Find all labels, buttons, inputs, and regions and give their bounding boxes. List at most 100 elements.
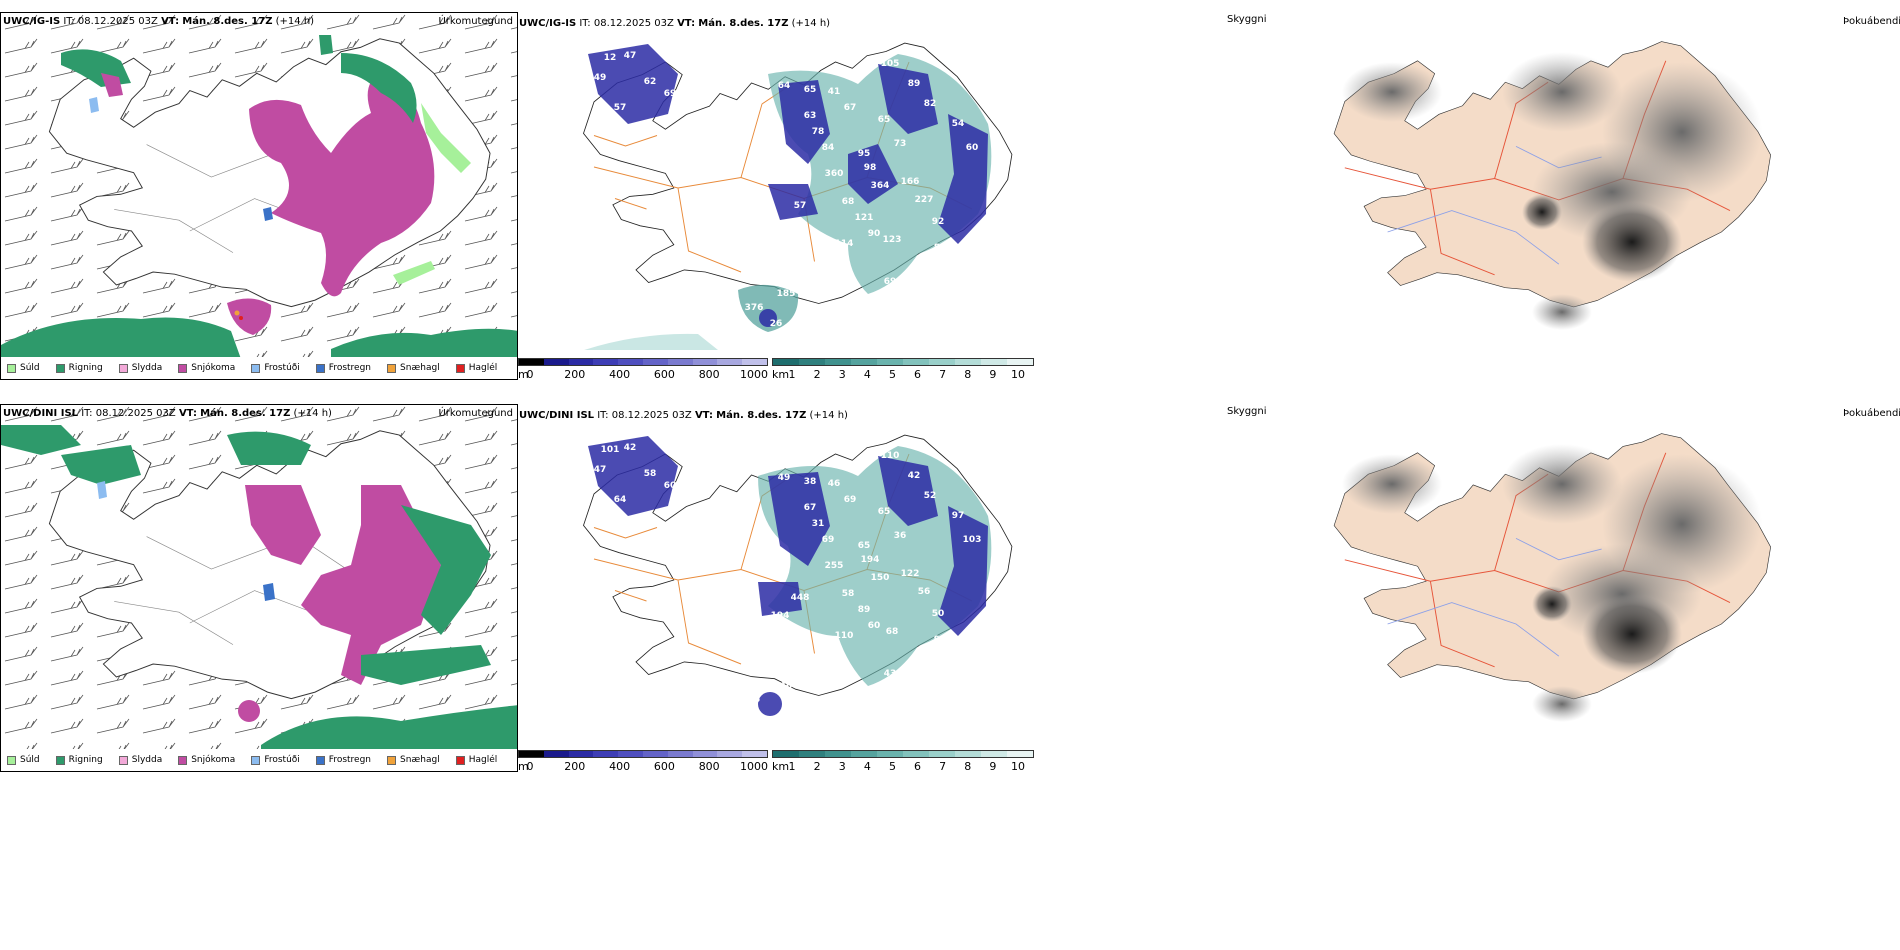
- header-top-precip: UWC/IG-IS IT: 08.12.2025 03Z VT: Mán. 8.…: [3, 16, 314, 27]
- rain-area: [319, 35, 333, 55]
- cloudbase-unit: m: [518, 368, 529, 380]
- legend-label: Snjókoma: [191, 755, 236, 765]
- cloudbase-tick-label: 200: [564, 368, 586, 380]
- cloudbase-color-step: [593, 359, 619, 365]
- cloud-base-value: 26: [770, 319, 783, 329]
- low-cloud-area: [778, 80, 830, 164]
- cloudbase-tick-label: 0: [526, 760, 534, 772]
- header-bottom-precip: UWC/DINI ISL IT: 08.12.2025 03Z VT: Mán.…: [3, 408, 332, 419]
- legend-item: Rigning: [55, 755, 103, 765]
- cloudbase-color-step: [593, 751, 619, 757]
- cloud-base-value: 98: [864, 163, 877, 173]
- cloud-base-value: 58: [842, 589, 855, 599]
- visibility-color-step: [799, 359, 825, 365]
- snow-area: [245, 485, 321, 565]
- cloud-base-value: 54: [952, 119, 965, 129]
- legend-label: Súld: [20, 363, 40, 373]
- cloud-base-value: 64: [614, 495, 627, 505]
- visibility-color-step: [955, 359, 981, 365]
- init-time: IT: 08.12.2025 03Z: [63, 16, 158, 27]
- cloud-base-value: 60: [664, 481, 677, 491]
- rain-area: [1, 425, 81, 455]
- legend-item: Frostúði: [251, 363, 300, 373]
- model-name: UWC/DINI ISL: [519, 410, 595, 421]
- legend-label: Snæhagl: [400, 755, 440, 765]
- fog-map-bottom: [1333, 433, 1772, 722]
- visibility-color-step: [929, 359, 955, 365]
- cloudbase-tick-label: 400: [609, 368, 631, 380]
- cloudbase-colorbar-top: 0 200 400 600 800 1000 m: [518, 358, 768, 380]
- cloud-base-value: 90: [868, 229, 881, 239]
- legend-item: Slydda: [118, 755, 162, 765]
- legend-item: Rigning: [55, 363, 103, 373]
- visibility-unit: km: [772, 760, 790, 772]
- cloud-base-value: 114: [835, 239, 854, 249]
- cloudbase-color-step: [618, 751, 643, 757]
- cloudbase-tick-label: 0: [526, 368, 534, 380]
- visibility-tick-label: 3: [838, 760, 846, 772]
- visibility-title-bottom: Skyggni: [1227, 406, 1267, 417]
- cloudbase-tick-label: 600: [653, 368, 675, 380]
- cloud-base-value: 35: [748, 695, 761, 705]
- legend-item: Snæhagl: [387, 363, 440, 373]
- cloud-base-value: 42: [908, 471, 921, 481]
- cloud-base-value: 52: [924, 491, 937, 501]
- cloud-base-value: 49: [594, 73, 607, 83]
- low-cloud-area: [938, 506, 988, 636]
- cloudbase-color-step: [642, 359, 668, 365]
- legend-swatch: [118, 755, 128, 765]
- cloudbase-unit: m: [518, 760, 529, 772]
- cloud-base-value: 105: [881, 59, 900, 69]
- cloud-base-value: 62: [912, 269, 925, 279]
- low-visibility-area: [738, 284, 799, 332]
- visibility-tick-label: 10: [1011, 760, 1025, 772]
- init-time: IT: 08.12.2025 03Z: [81, 408, 176, 419]
- cloudbase-color-step: [742, 751, 767, 757]
- cloudbase-tick-label: 400: [609, 760, 631, 772]
- visibility-color-step: [851, 751, 877, 757]
- visibility-tick-label: 3: [838, 368, 846, 380]
- visibility-color-step: [929, 751, 955, 757]
- cloud-base-value: 150: [871, 573, 890, 583]
- visibility-panel-top: 12 47 49 62 69 57 64 65 41 67 105 89 82 63 78 84 65 73 54 6…: [518, 14, 1034, 380]
- cloud-base-value: 65: [878, 507, 891, 517]
- visibility-color-step: [1007, 359, 1033, 365]
- cloudbase-color-step: [717, 751, 743, 757]
- cloud-base-value: 49: [778, 473, 791, 483]
- legend-label: Rigning: [68, 755, 103, 765]
- cloudbase-color-step: [692, 751, 718, 757]
- cloud-base-value: 46: [828, 479, 841, 489]
- legend-label: Rigning: [68, 363, 103, 373]
- snow-area: [238, 700, 260, 722]
- legend-label: Súld: [20, 755, 40, 765]
- visibility-color-step: [877, 359, 903, 365]
- drizzle-area: [421, 103, 471, 173]
- low-cloud-area: [878, 456, 938, 526]
- cloudbase-tick-label: 1000: [740, 368, 768, 380]
- visibility-color-step: [955, 751, 981, 757]
- cloud-base-value: 62: [644, 77, 657, 87]
- cloudbase-color-step: [667, 359, 693, 365]
- lead-time: (+14 h): [275, 16, 315, 27]
- legend-label: Frostregn: [328, 755, 372, 765]
- cloud-base-value: 69: [844, 495, 857, 505]
- cloud-base-value: 92: [932, 217, 945, 227]
- visibility-tick-label: 5: [888, 760, 896, 772]
- visibility-title-top: Skyggni: [1227, 14, 1267, 25]
- cloud-base-value: 97: [952, 511, 965, 521]
- cloudbase-color-step: [667, 751, 693, 757]
- cloud-base-value: 42: [624, 443, 637, 453]
- legend-swatch: [251, 363, 261, 373]
- visibility-color-step: [773, 751, 799, 757]
- cloud-base-value: 48: [952, 257, 965, 267]
- visibility-tick-label: 6: [914, 760, 922, 772]
- low-cloud-area: [768, 472, 830, 566]
- snow-area: [227, 298, 272, 335]
- header-top-visibility: UWC/IG-IS IT: 08.12.2025 03Z VT: Mán. 8.…: [519, 18, 830, 29]
- visibility-color-step: [799, 751, 825, 757]
- legend-swatch: [315, 363, 325, 373]
- cloud-base-value: 79: [952, 649, 965, 659]
- freezing-rain-area: [263, 583, 275, 601]
- cloud-base-value: 65: [804, 85, 817, 95]
